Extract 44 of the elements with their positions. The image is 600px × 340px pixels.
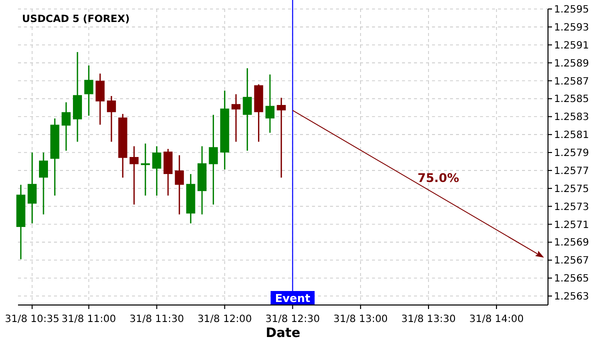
- y-tick-label: 1.2567: [554, 256, 589, 267]
- y-tick-label: 1.2587: [554, 76, 589, 88]
- y-tick-label: 1.2591: [554, 40, 589, 52]
- y-tick-label: 1.2593: [554, 22, 589, 34]
- candlestick: [38, 152, 48, 216]
- text: USDCAD 5 (FOREX): [22, 14, 130, 25]
- x-tick-label: 31/8 14:00: [469, 314, 524, 325]
- x-tick-label: 31/8 11:30: [130, 314, 184, 325]
- y-tick-label: 1.2583: [554, 112, 589, 124]
- candlestick: [164, 148, 173, 196]
- candlestick: [84, 64, 94, 116]
- y-tick-label: 1.2571: [554, 220, 589, 231]
- candlestick: [152, 146, 162, 196]
- y-tick-label: 1.2565: [554, 274, 589, 285]
- annotation: 75.0%: [417, 171, 460, 185]
- x-axis-title: Date: [266, 326, 300, 340]
- y-tick-label: 1.2579: [554, 148, 589, 160]
- y-tick-label: 1.2573: [554, 202, 589, 213]
- x-tick-label: 31/8 13:00: [333, 314, 388, 325]
- candlestick: [174, 154, 184, 216]
- y-tick-label: 1.2581: [554, 130, 589, 142]
- y-tick-label: 1.2577: [554, 166, 589, 177]
- y-tick-label: 1.2585: [554, 94, 589, 106]
- y-tick-label: 1.2575: [554, 184, 589, 195]
- x-tick-label: 31/8 10:35: [4, 314, 60, 325]
- candlestick: [28, 152, 37, 224]
- candlestick: [96, 72, 105, 126]
- y-tick-label: 1.2589: [554, 58, 589, 70]
- candlestick: [276, 97, 286, 178]
- y-tick-label: 1.2569: [554, 238, 589, 249]
- candlestick: [242, 68, 252, 152]
- candlestick: [232, 94, 240, 142]
- x-tick-label: 31/8 13:30: [401, 314, 456, 325]
- y-tick-label: 1.2563: [554, 292, 589, 303]
- candlestick: [106, 95, 116, 142]
- ref-line-label: Event: [275, 292, 310, 305]
- candlestick: [62, 102, 71, 152]
- y-tick-label: 1.2595: [554, 4, 589, 16]
- x-tick-label: 31/8 12:00: [197, 314, 252, 325]
- candlestick: [265, 74, 274, 134]
- candlestick: [208, 114, 218, 206]
- x-tick-label: 31/8 12:30: [265, 314, 320, 325]
- x-tick-label: 31/8 11:00: [62, 314, 116, 325]
- candlestick: [130, 146, 139, 206]
